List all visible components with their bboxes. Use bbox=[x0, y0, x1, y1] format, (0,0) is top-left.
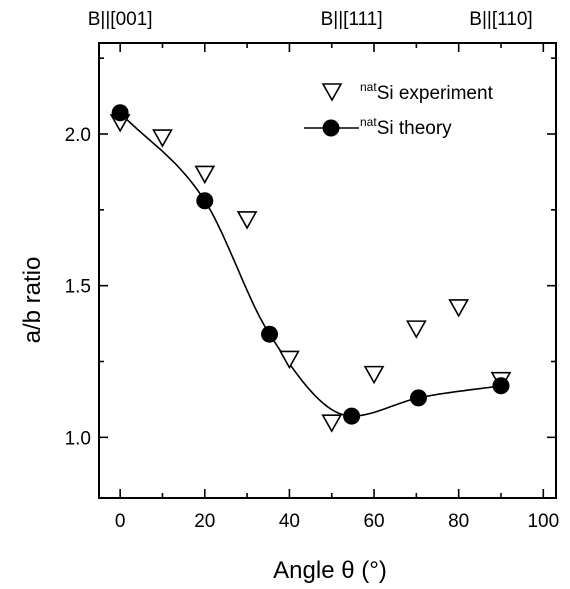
y-tick-label: 2.0 bbox=[65, 125, 91, 146]
legend-experiment-label: natSi experiment bbox=[360, 80, 494, 104]
plot-frame bbox=[98, 42, 557, 499]
x-tick-label: 80 bbox=[448, 511, 469, 532]
legend-theory-label: natSi theory bbox=[360, 115, 452, 139]
experiment-point bbox=[363, 365, 385, 385]
theory-point bbox=[343, 407, 361, 425]
axis-ticks bbox=[99, 43, 556, 498]
legend-entry-theory: natSi theory bbox=[304, 115, 452, 139]
y-axis-title: a/b ratio bbox=[19, 257, 46, 344]
x-tick-label: 100 bbox=[527, 511, 559, 532]
x-tick-label: 40 bbox=[279, 511, 300, 532]
legend-experiment-marker bbox=[321, 83, 343, 102]
experiment-point bbox=[194, 165, 216, 185]
theory-curve bbox=[119, 112, 502, 417]
experiment-point bbox=[321, 414, 343, 433]
experiment-point bbox=[405, 320, 427, 339]
experiment-point bbox=[448, 299, 470, 318]
theory-point bbox=[409, 389, 427, 407]
x-tick-label: 0 bbox=[115, 511, 126, 532]
top-annotation-label: B||[111] bbox=[321, 9, 383, 30]
top-annotation-label: B||[110] bbox=[469, 9, 532, 30]
x-tick-label: 20 bbox=[194, 511, 215, 532]
legend-theory-name: Si theory bbox=[377, 118, 452, 139]
experiment-point bbox=[279, 350, 300, 370]
legend-experiment-sup: nat bbox=[360, 80, 377, 94]
legend-entry-experiment: natSi experiment bbox=[321, 80, 494, 104]
experiment-point bbox=[236, 211, 258, 230]
experiment-point bbox=[152, 129, 173, 148]
y-tick-label: 1.5 bbox=[65, 277, 91, 298]
theory-point bbox=[492, 377, 510, 395]
theory-point bbox=[111, 104, 129, 122]
top-annotation-label: B||[001] bbox=[88, 9, 153, 30]
legend-theory-marker bbox=[322, 119, 340, 137]
tick-labels: 0 20 40 60 80 100 1.0 1.5 2.0 bbox=[65, 125, 560, 532]
x-tick-label: 60 bbox=[363, 511, 384, 532]
experiment-points bbox=[109, 114, 512, 433]
top-annotations: B||[001] B||[111] B||[110] bbox=[88, 9, 533, 30]
theory-point bbox=[196, 192, 214, 210]
legend-theory-sup: nat bbox=[360, 115, 377, 129]
theory-point bbox=[261, 325, 279, 343]
legend: natSi experiment natSi theory bbox=[304, 80, 494, 139]
y-tick-label: 1.0 bbox=[65, 428, 91, 449]
legend-experiment-name: Si experiment bbox=[377, 83, 494, 104]
theory-points bbox=[111, 104, 510, 425]
x-axis-title: Angle θ (°) bbox=[273, 557, 387, 584]
